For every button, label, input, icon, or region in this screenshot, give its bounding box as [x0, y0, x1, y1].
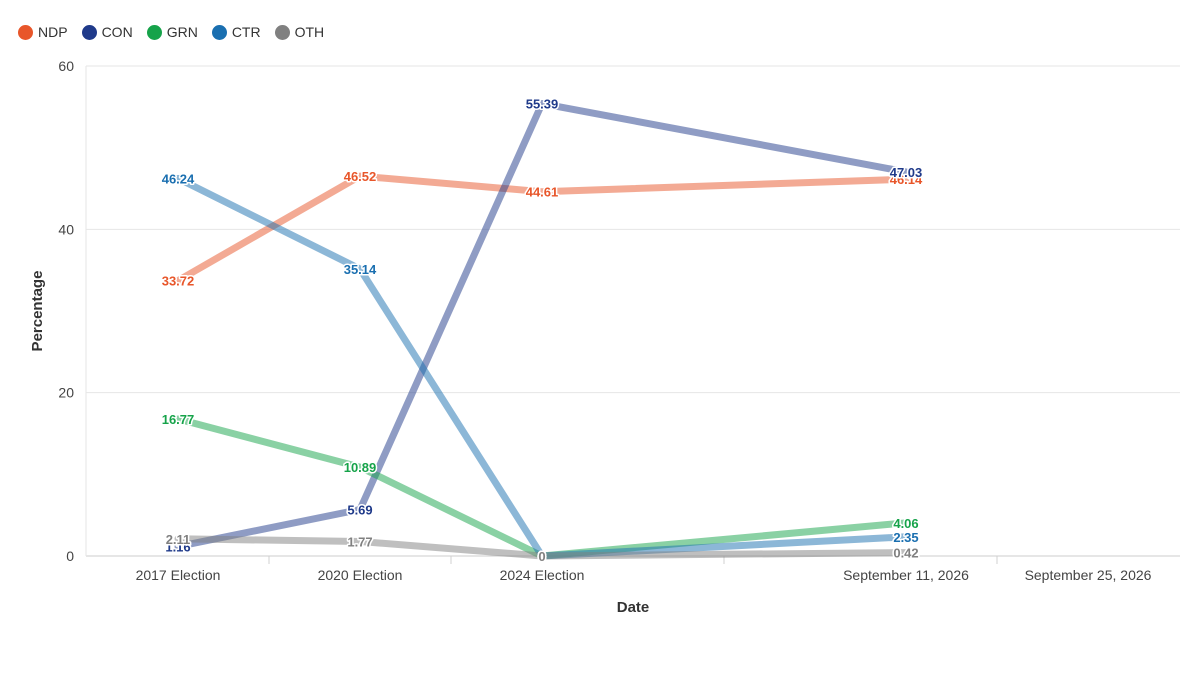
data-label-ndp: 46.52: [344, 169, 377, 184]
y-tick-label: 20: [58, 385, 74, 401]
series-line-grn[interactable]: [174, 415, 910, 560]
data-label-ndp: 33.72: [162, 274, 195, 289]
data-label-oth: 1.77: [347, 535, 372, 550]
legend-label: CTR: [231, 24, 261, 40]
data-label-con: 1.16: [165, 540, 190, 555]
x-axis: 2017 Election 2020 Election 2024 Election S…: [136, 556, 1152, 583]
data-label-grn: 0: [538, 549, 545, 564]
x-tick-label: September 11, 2026: [843, 567, 969, 583]
legend-dot: [146, 24, 162, 40]
x-tick-label: 2024 Election: [500, 567, 585, 583]
legend: NDP CON GRN CTR OTH: [18, 20, 324, 44]
legend-item-oth[interactable]: OTH: [274, 24, 325, 40]
x-axis-title: Date: [617, 599, 650, 616]
x-tick-label: 2017 Election: [136, 567, 221, 583]
data-label-con: 5.69: [347, 503, 372, 518]
y-axis: 0 20 40 60: [58, 58, 74, 564]
y-axis-title: Percentage: [29, 271, 46, 352]
legend-dot: [81, 24, 97, 40]
data-label-grn: 10.89: [344, 460, 377, 475]
series-line-oth[interactable]: [174, 535, 910, 560]
series-line-con[interactable]: [174, 100, 910, 550]
data-label-con: 55.39: [526, 97, 559, 112]
data-label-ctr: 0: [538, 549, 545, 564]
data-label-grn: 16.77: [162, 412, 195, 427]
data-label-ctr: 2.35: [893, 530, 918, 545]
legend-dot: [211, 24, 227, 40]
legend-label: OTH: [294, 24, 325, 40]
data-label-con: 47.03: [890, 165, 923, 180]
y-tick-label: 60: [58, 58, 74, 74]
data-label-ndp: 44.61: [526, 185, 559, 200]
series-line-ndp[interactable]: [174, 172, 910, 285]
data-label-oth: 0.42: [893, 546, 918, 561]
y-tick-label: 40: [58, 221, 74, 237]
data-label-oth: 2.11: [166, 532, 191, 547]
legend-label: CON: [101, 24, 133, 40]
x-tick-label: 2020 Election: [318, 567, 403, 583]
legend-label: GRN: [166, 24, 198, 40]
legend-dot: [18, 24, 33, 40]
series-lines: [174, 100, 910, 560]
data-label-ndp: 46.14: [890, 172, 923, 187]
data-labels: 33.72 46.52 44.61 46.14 1.16 5.69 55.39 47.03 16…: [160, 95, 924, 565]
data-label-ctr: 46.24: [162, 171, 195, 186]
legend-dot: [274, 24, 290, 40]
data-label-grn: 4.06: [893, 516, 918, 531]
legend-item-con[interactable]: CON: [81, 24, 133, 40]
legend-item-ctr[interactable]: CTR: [211, 24, 261, 40]
y-tick-label: 0: [66, 548, 74, 564]
x-tick-label: September 25, 2026: [1025, 567, 1152, 583]
legend-label: NDP: [38, 24, 68, 40]
series-line-ctr[interactable]: [174, 174, 910, 560]
grid-lines: [85, 65, 1180, 557]
data-label-oth: 0: [538, 549, 545, 564]
legend-item-grn[interactable]: GRN: [146, 24, 198, 40]
legend-item-ndp[interactable]: NDP: [18, 24, 68, 40]
data-label-ctr: 35.14: [344, 262, 377, 277]
